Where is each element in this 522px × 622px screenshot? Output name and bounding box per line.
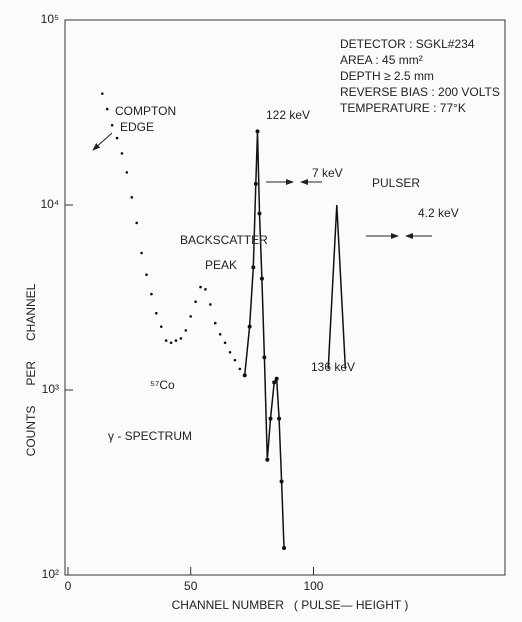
spectrum-line <box>243 131 285 549</box>
data-point <box>105 107 109 111</box>
data-point <box>135 221 138 225</box>
data-point <box>253 181 258 186</box>
data-point <box>228 350 232 354</box>
annotation: BACKSCATTER <box>180 233 268 247</box>
annotation: 7 keV <box>312 166 343 180</box>
data-point <box>204 288 207 291</box>
data-point <box>179 337 183 340</box>
data-point <box>130 196 134 199</box>
annotation: PULSER <box>372 176 420 190</box>
data-point <box>255 129 260 134</box>
data-point <box>251 265 256 270</box>
annotation: γ - SPECTRUM <box>108 429 192 443</box>
data-point <box>184 329 188 332</box>
data-point <box>189 315 193 318</box>
data-point <box>279 479 284 484</box>
data-point <box>277 416 282 421</box>
detector-info: DETECTOR : SGKL#234 <box>340 37 475 51</box>
data-point <box>238 367 242 371</box>
annotation: PEAK <box>205 258 237 272</box>
data-point <box>110 123 114 127</box>
annotation: 4.2 keV <box>418 206 459 220</box>
data-point <box>164 339 168 342</box>
compton-arrow <box>92 132 113 151</box>
y-tick-label: 10⁴ <box>40 197 59 211</box>
data-point <box>120 152 124 155</box>
data-point <box>125 171 129 174</box>
annotation: EDGE <box>120 120 154 134</box>
data-point <box>268 416 273 421</box>
data-point <box>247 324 252 329</box>
data-point <box>223 341 227 345</box>
data-point <box>233 358 237 362</box>
data-point <box>242 373 247 378</box>
y-tick-label: 10² <box>42 567 59 581</box>
y-tick-label: 10³ <box>42 382 59 396</box>
data-point <box>101 92 104 95</box>
data-point <box>159 325 163 328</box>
data-point <box>257 211 262 216</box>
y-tick-label: 10⁵ <box>41 12 59 26</box>
data-point <box>274 376 279 381</box>
data-point <box>140 251 143 255</box>
data-point <box>174 339 178 342</box>
annotation: 122 keV <box>266 108 310 122</box>
plot-frame <box>64 19 506 576</box>
data-point <box>115 136 119 140</box>
data-point <box>194 300 197 304</box>
annotation: 136 keV <box>311 360 355 374</box>
detector-info: REVERSE BIAS : 200 VOLTS <box>340 85 500 99</box>
data-point <box>213 321 217 325</box>
data-point <box>199 285 202 289</box>
annotation: ⁵⁷Co <box>150 378 175 392</box>
x-tick-label: 0 <box>65 579 72 593</box>
data-point <box>259 276 264 281</box>
data-point <box>272 380 277 385</box>
data-point <box>262 355 267 360</box>
detector-info: DEPTH ≥ 2.5 mm <box>340 69 434 83</box>
detector-info: TEMPERATURE : 77°K <box>340 101 466 115</box>
x-tick-label: 50 <box>184 579 198 593</box>
data-point <box>209 303 212 306</box>
data-point <box>150 292 153 296</box>
data-point <box>265 457 270 462</box>
spectrum-line <box>327 204 347 369</box>
x-axis-label: CHANNEL NUMBER ( PULSE— HEIGHT ) <box>172 598 409 612</box>
data-point <box>155 311 158 315</box>
annotation: COMPTON <box>115 104 176 118</box>
y-axis-label: COUNTS PER CHANNEL <box>24 283 38 456</box>
detector-info: AREA : 45 mm² <box>340 53 423 67</box>
data-point <box>282 545 287 550</box>
data-point <box>218 333 222 336</box>
data-point <box>169 341 173 345</box>
x-tick-label: 100 <box>303 579 323 593</box>
data-point <box>145 273 148 276</box>
